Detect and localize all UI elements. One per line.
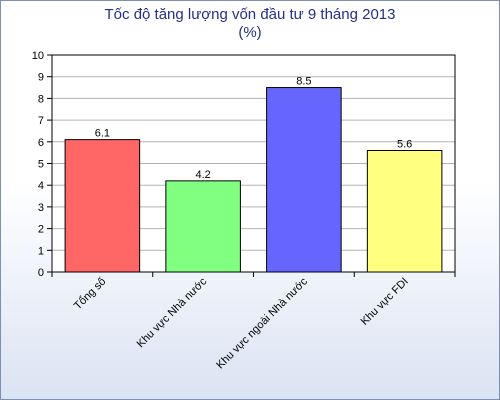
y-tick-label: 6: [38, 137, 44, 149]
y-tick-label: 9: [38, 72, 44, 84]
bars: [64, 87, 443, 273]
y-tick-label: 3: [38, 202, 44, 214]
y-tick-label: 1: [38, 245, 44, 257]
y-tick-label: 10: [32, 50, 44, 62]
y-tick-label: 2: [38, 224, 44, 236]
bar: [266, 87, 342, 273]
chart-title: Tốc độ tăng lượng vốn đầu tư 9 tháng 201…: [104, 6, 396, 23]
y-tick-label: 7: [38, 115, 44, 127]
axes: [47, 54, 456, 277]
y-tick-label: 4: [38, 180, 44, 192]
category-label: Khu vực ngoài Nhà nước: [214, 275, 310, 371]
bar: [366, 149, 443, 273]
chart-subtitle: (%): [238, 24, 262, 41]
y-tick-label: 5: [38, 159, 44, 171]
data-label: 5.6: [397, 138, 412, 150]
data-label: 4.2: [195, 169, 210, 181]
bar: [165, 180, 241, 273]
plot-border: [51, 54, 456, 273]
category-label: Tổng số: [72, 276, 109, 313]
data-label: 8.5: [296, 76, 311, 88]
bar: [64, 139, 141, 273]
y-tick-label: 0: [38, 267, 44, 279]
category-label: Khu vực Nhà nước: [135, 275, 210, 350]
y-tick-label: 8: [38, 93, 44, 105]
category-label: Khu vực FDI: [359, 276, 411, 328]
data-label: 6.1: [95, 128, 110, 140]
